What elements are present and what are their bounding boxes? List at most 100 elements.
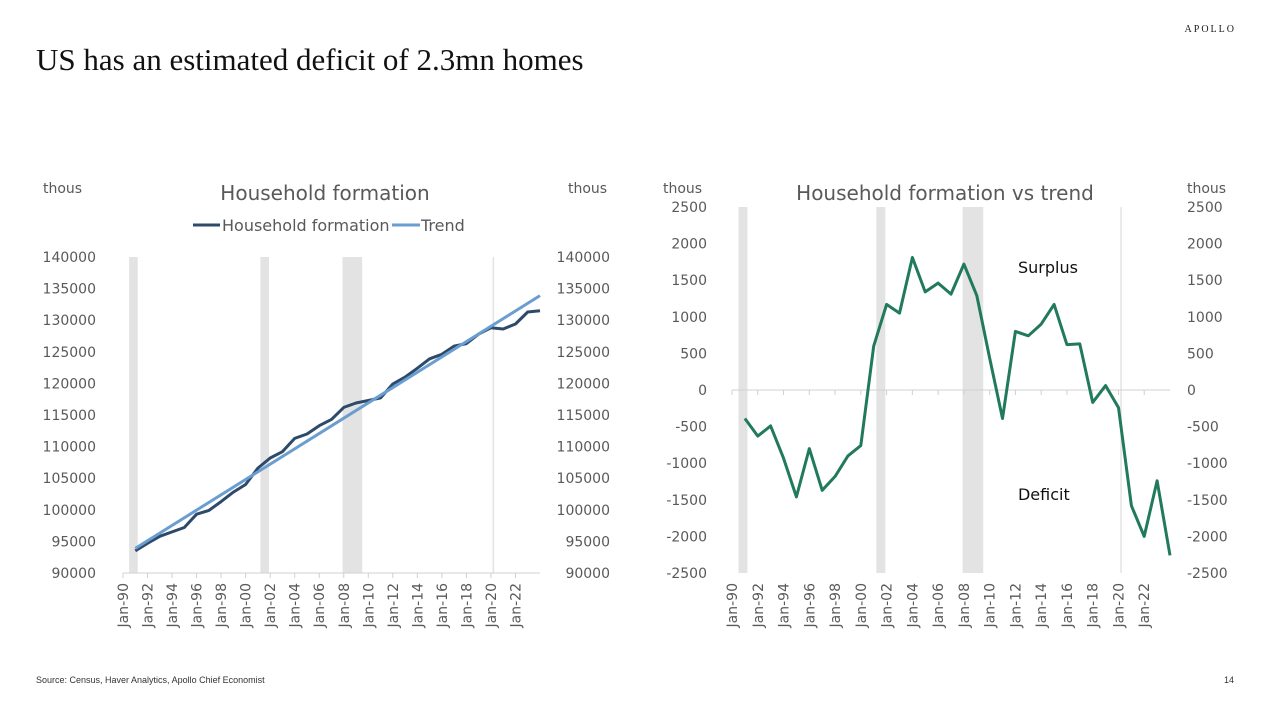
x-tick-label: Jan-14	[1034, 583, 1050, 629]
y-tick-label-left: 500	[680, 346, 707, 362]
y-tick-label-left: 0	[698, 383, 707, 399]
x-tick-label: Jan-92	[141, 583, 157, 628]
x-tick-label: Jan-22	[1137, 583, 1153, 628]
x-tick-label: Jan-04	[288, 583, 304, 629]
x-tick-label: Jan-18	[1086, 583, 1102, 628]
x-tick-label: Jan-92	[751, 583, 767, 628]
legend-label-trend: Trend	[420, 216, 465, 235]
y-tick-label-left: -1000	[666, 456, 707, 472]
y-tick-label-right: 110000	[557, 440, 610, 456]
y-tick-label-right: 500	[1187, 346, 1214, 362]
y-tick-label-right: -1500	[1187, 493, 1228, 509]
y-tick-label-left: 100000	[43, 503, 96, 519]
y-tick-label-right: 1500	[1187, 273, 1223, 289]
y-tick-label-right: 105000	[557, 471, 610, 487]
y-tick-label-right: 0	[1187, 383, 1196, 399]
legend-label-household: Household formation	[222, 216, 390, 235]
y-tick-label-right: 90000	[565, 566, 610, 582]
y-tick-label-right: 2000	[1187, 237, 1223, 253]
annotation-surplus: Surplus	[1018, 258, 1078, 277]
x-tick-label: Jan-02	[880, 583, 896, 628]
x-tick-label: Jan-12	[1008, 583, 1024, 628]
x-tick-label: Jan-94	[777, 583, 793, 629]
y-tick-label-right: 95000	[565, 534, 610, 550]
x-tick-label: Jan-20	[1111, 583, 1127, 628]
apollo-logo: APOLLO	[1184, 24, 1236, 35]
y-tick-label-left: -1500	[666, 493, 707, 509]
chart-title: Household formation vs trend	[796, 181, 1094, 205]
y-tick-label-right: 125000	[557, 345, 610, 361]
y-tick-label-left: 1500	[671, 273, 707, 289]
y-tick-label-left: 140000	[43, 250, 96, 266]
x-tick-label: Jan-06	[931, 583, 947, 629]
y-tick-label-left: 110000	[43, 440, 96, 456]
y-axis-unit-left: thous	[663, 181, 702, 197]
x-tick-label: Jan-18	[459, 583, 475, 628]
x-tick-label: Jan-08	[337, 583, 353, 628]
plot-area: Jan-90 Jan-92 Jan-94 Jan-96 Jan-98 Jan-00 Jan-…	[666, 200, 1227, 628]
x-tick-label: Jan-98	[214, 583, 230, 628]
x-tick-label: Jan-96	[802, 583, 818, 629]
recession-shading	[260, 257, 269, 573]
y-tick-label-left: 130000	[43, 313, 96, 329]
y-tick-label-right: 130000	[557, 313, 610, 329]
y-tick-label-right: -2500	[1187, 566, 1228, 582]
series-line-household-formation	[134, 309, 541, 553]
x-tick-label: Jan-00	[854, 583, 870, 628]
series-line-trend	[134, 294, 541, 550]
x-tick-label: Jan-10	[983, 583, 999, 628]
y-tick-label-right: 100000	[557, 503, 610, 519]
legend: Household formation Trend	[193, 216, 465, 235]
x-tick-label: Jan-08	[957, 583, 973, 628]
y-tick-label-right: 140000	[557, 250, 610, 266]
y-axis-unit-left: thous	[43, 181, 82, 197]
household-formation-chart: thous thous Household formation Househol…	[43, 181, 610, 628]
y-tick-label-left: 120000	[43, 376, 96, 392]
x-tick-label: Jan-96	[190, 583, 206, 629]
x-tick-label: Jan-12	[386, 583, 402, 628]
y-tick-label-left: 2500	[671, 200, 707, 216]
y-tick-label-right: 135000	[557, 282, 610, 298]
x-tick-label: Jan-06	[312, 583, 328, 629]
y-tick-label-right: 1000	[1187, 310, 1223, 326]
y-tick-label-left: -2500	[666, 566, 707, 582]
y-tick-label-left: 105000	[43, 471, 96, 487]
x-tick-label: Jan-22	[508, 583, 524, 628]
y-tick-label-left: -500	[675, 420, 707, 436]
y-axis-unit-right: thous	[1187, 181, 1226, 197]
recession-shading	[342, 257, 363, 573]
y-tick-label-left: 90000	[51, 566, 96, 582]
page-title: US has an estimated deficit of 2.3mn hom…	[36, 42, 584, 77]
x-tick-label: Jan-04	[905, 583, 921, 629]
y-tick-label-left: 125000	[43, 345, 96, 361]
y-tick-label-left: -2000	[666, 529, 707, 545]
x-tick-label: Jan-90	[116, 583, 132, 628]
page-number: 14	[1223, 675, 1234, 685]
source-note: Source: Census, Haver Analytics, Apollo …	[36, 675, 265, 685]
x-tick-label: Jan-10	[361, 583, 377, 628]
household-vs-trend-chart: thous thous Household formation vs trend…	[663, 181, 1228, 628]
x-tick-label: Jan-02	[263, 583, 279, 628]
y-tick-label-left: 135000	[43, 282, 96, 298]
y-tick-label-right: -2000	[1187, 529, 1228, 545]
x-tick-label: Jan-94	[165, 583, 181, 629]
y-tick-label-right: -1000	[1187, 456, 1228, 472]
x-tick-label: Jan-16	[435, 583, 451, 629]
annotation-deficit: Deficit	[1018, 485, 1070, 504]
x-tick-label: Jan-90	[725, 583, 741, 628]
chart-title: Household formation	[220, 181, 429, 205]
y-tick-label-right: -500	[1187, 420, 1219, 436]
y-tick-label-left: 115000	[43, 408, 96, 424]
x-tick-label: Jan-14	[410, 583, 426, 629]
y-tick-label-left: 2000	[671, 237, 707, 253]
y-tick-label-left: 1000	[671, 310, 707, 326]
y-tick-label-left: 95000	[51, 534, 96, 550]
x-tick-label: Jan-00	[239, 583, 255, 628]
recession-shading	[129, 257, 138, 573]
x-tick-label: Jan-20	[484, 583, 500, 628]
y-tick-label-right: 120000	[557, 376, 610, 392]
y-tick-label-right: 2500	[1187, 200, 1223, 216]
x-tick-label: Jan-98	[828, 583, 844, 628]
y-tick-label-right: 115000	[557, 408, 610, 424]
plot-area: Jan-90 Jan-92 Jan-94 Jan-96 Jan-98 Jan-00 Jan-…	[43, 250, 610, 628]
